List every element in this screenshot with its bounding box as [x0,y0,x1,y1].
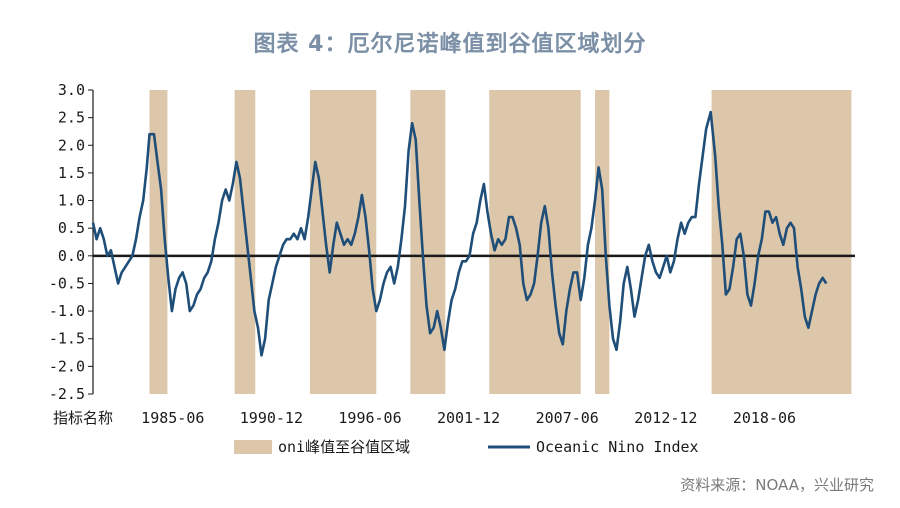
series-line-layer [91,110,828,357]
y-tick-label: 0.5 [58,219,85,237]
legend-swatch-shaded [234,440,272,454]
x-tick-label: 1985-06 [141,409,204,427]
y-tick-label: -1.0 [49,302,85,320]
source-note: 资料来源：NOAA，兴业研究 [680,476,874,494]
x-axis-label: 指标名称 [53,409,113,427]
series-line-0 [91,110,828,357]
legend: oni峰值至谷值区域 Oceanic Nino Index [234,438,699,456]
x-tick-label: 2012-12 [634,409,697,427]
x-tick-label: 1990-12 [240,409,303,427]
x-tick-label: 2007-06 [536,409,599,427]
x-tick-label: 1996-06 [338,409,401,427]
y-tick-label: -2.5 [49,385,85,403]
y-tick-label: -2.0 [49,357,85,375]
y-tick-label: 1.5 [58,164,85,182]
y-tick-label: 2.0 [58,136,85,154]
x-tick-label: 2018-06 [733,409,796,427]
y-tick-label: -1.5 [49,330,85,348]
y-tick-label: -0.5 [49,274,85,292]
y-tick-label: 2.5 [58,109,85,127]
y-tick-label: 0.0 [58,247,85,265]
y-tick-label: 3.0 [58,81,85,99]
shaded-region-1 [234,90,256,394]
y-tick-label: 1.0 [58,192,85,210]
chart-title: 图表 4：厄尔尼诺峰值到谷值区域划分 [253,32,647,57]
shaded-region-5 [595,90,610,394]
tick-label-layer: 3.0 2.5 2.0 1.5 1.0 0.5 0.0 -0.5 -1.0 -1.5 -2.0 -2.… [49,81,796,427]
legend-label-shaded: oni峰值至谷值区域 [278,438,410,456]
x-tick-label: 2001-12 [437,409,500,427]
axis-layer [88,89,855,395]
legend-label-line: Oceanic Nino Index [536,438,699,456]
shaded-region-0 [149,90,168,394]
